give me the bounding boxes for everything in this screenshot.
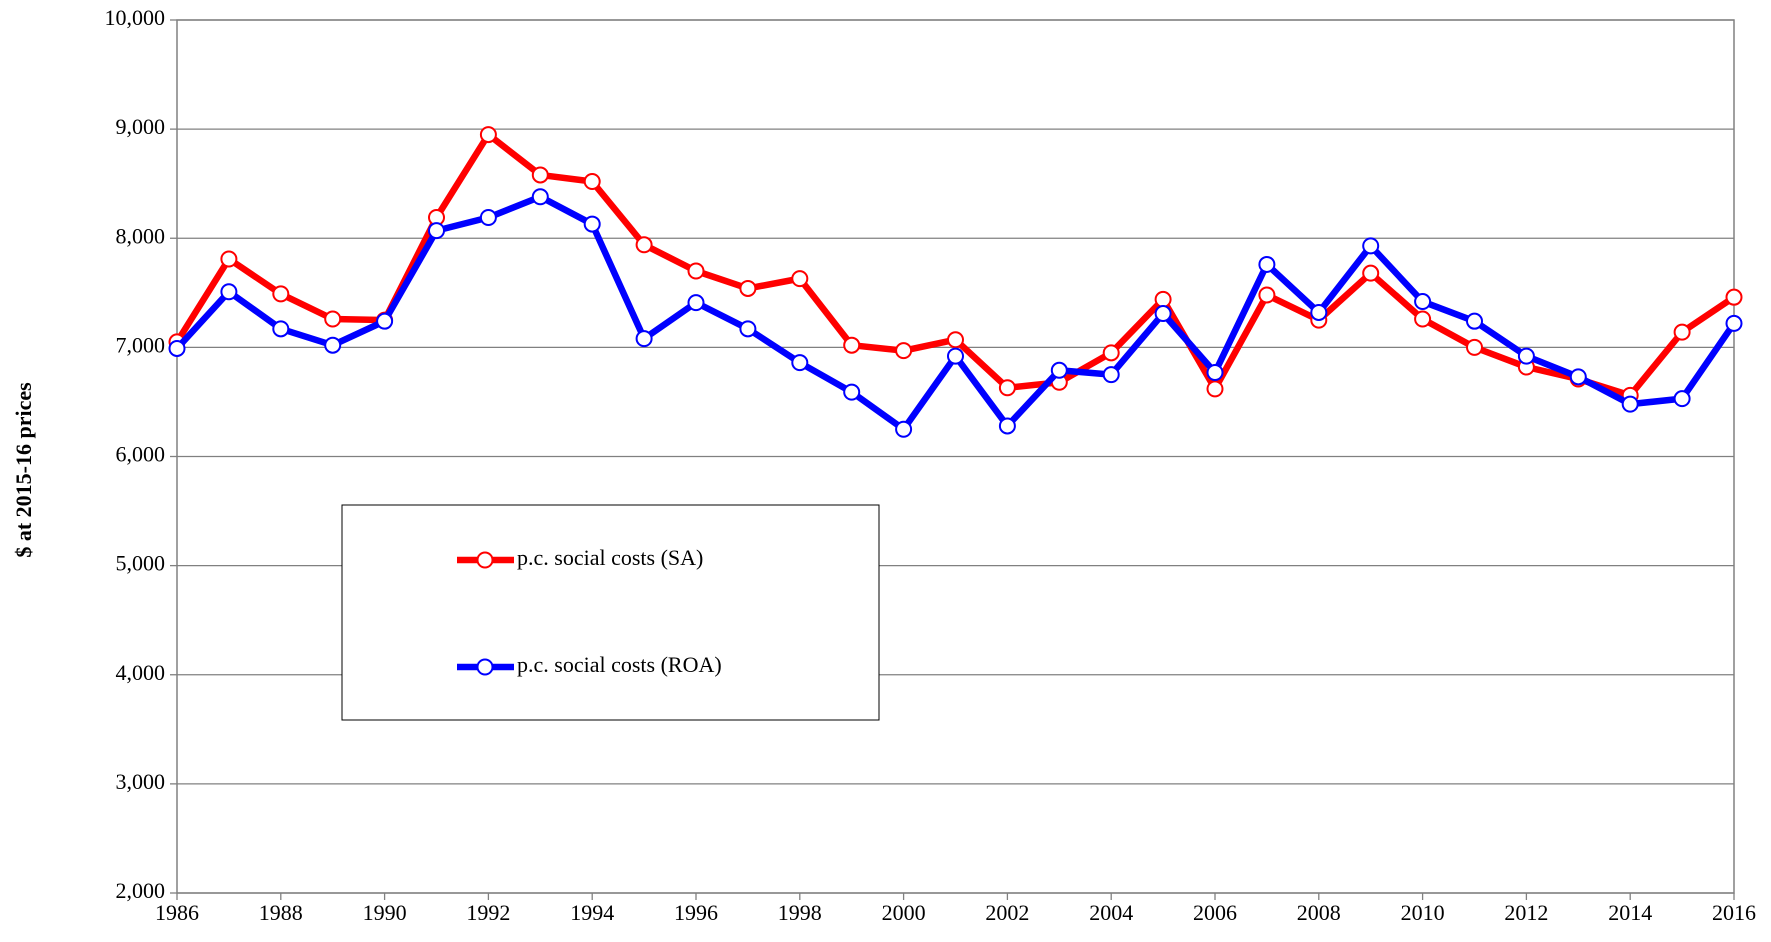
point bbox=[1725, 314, 1743, 332]
point bbox=[843, 336, 861, 354]
point bbox=[687, 262, 705, 280]
x-tick-label: 1998 bbox=[778, 900, 822, 925]
point bbox=[791, 354, 809, 372]
point bbox=[1258, 255, 1276, 273]
x-tick-label: 2000 bbox=[882, 900, 926, 925]
point bbox=[1310, 303, 1328, 321]
point bbox=[1414, 310, 1432, 328]
point bbox=[1206, 363, 1224, 381]
point bbox=[479, 126, 497, 144]
point bbox=[1673, 390, 1691, 408]
legend-label: p.c. social costs (SA) bbox=[517, 545, 703, 570]
y-axis-label: $ at 2015-16 prices bbox=[11, 382, 36, 558]
point bbox=[895, 342, 913, 360]
x-tick-label: 1990 bbox=[363, 900, 407, 925]
point bbox=[272, 320, 290, 338]
y-tick-label: 4,000 bbox=[116, 660, 166, 685]
point bbox=[635, 330, 653, 348]
point bbox=[1466, 312, 1483, 330]
point bbox=[1206, 380, 1224, 398]
point bbox=[1362, 264, 1380, 282]
point bbox=[998, 379, 1016, 397]
y-tick-label: 3,000 bbox=[116, 769, 166, 794]
legend-box bbox=[341, 504, 880, 721]
point bbox=[1102, 344, 1120, 362]
point bbox=[1154, 305, 1172, 323]
y-tick-label: 2,000 bbox=[116, 878, 166, 903]
point bbox=[1569, 368, 1587, 386]
point bbox=[1414, 293, 1432, 311]
point bbox=[947, 331, 964, 349]
point bbox=[1725, 288, 1743, 306]
y-tick-label: 5,000 bbox=[116, 551, 166, 576]
x-tick-label: 2008 bbox=[1297, 900, 1341, 925]
point bbox=[324, 310, 342, 328]
point bbox=[168, 339, 186, 357]
point bbox=[1673, 323, 1691, 341]
point bbox=[687, 294, 705, 312]
point bbox=[1050, 361, 1068, 379]
point bbox=[947, 347, 964, 365]
x-tick-label: 2006 bbox=[1193, 900, 1237, 925]
point bbox=[895, 420, 913, 438]
x-tick-label: 1988 bbox=[259, 900, 303, 925]
point bbox=[220, 283, 238, 301]
point bbox=[531, 188, 549, 206]
x-tick-label: 1994 bbox=[570, 900, 614, 925]
y-tick-label: 6,000 bbox=[116, 442, 166, 467]
x-tick-label: 2010 bbox=[1401, 900, 1445, 925]
point bbox=[376, 312, 394, 330]
point bbox=[1258, 286, 1276, 304]
x-tick-label: 2012 bbox=[1504, 900, 1548, 925]
x-tick-label: 2014 bbox=[1608, 900, 1652, 925]
point bbox=[1154, 290, 1172, 308]
point bbox=[843, 383, 861, 401]
point bbox=[998, 417, 1016, 435]
y-tick-label: 7,000 bbox=[116, 332, 166, 357]
point bbox=[1517, 347, 1535, 365]
point bbox=[583, 173, 601, 191]
point bbox=[220, 250, 238, 268]
x-tick-label: 1996 bbox=[674, 900, 718, 925]
point bbox=[1362, 237, 1380, 255]
x-tick-label: 1992 bbox=[466, 900, 510, 925]
x-tick-label: 2002 bbox=[985, 900, 1029, 925]
point bbox=[1102, 366, 1120, 384]
plot-border bbox=[176, 19, 1735, 894]
series-line bbox=[174, 193, 1737, 433]
point bbox=[739, 320, 757, 338]
y-tick-label: 10,000 bbox=[105, 5, 166, 30]
legend-marker bbox=[476, 658, 494, 676]
point bbox=[479, 209, 497, 227]
y-tick-label: 9,000 bbox=[116, 114, 166, 139]
point bbox=[1466, 338, 1483, 356]
x-tick-label: 2016 bbox=[1712, 900, 1756, 925]
point bbox=[635, 236, 653, 254]
point bbox=[324, 336, 342, 354]
point bbox=[272, 285, 290, 303]
legend-marker bbox=[476, 551, 494, 569]
point bbox=[1621, 395, 1639, 413]
point bbox=[791, 270, 809, 288]
point bbox=[531, 166, 549, 184]
x-tick-label: 1986 bbox=[155, 900, 199, 925]
point bbox=[739, 279, 757, 297]
legend-label: p.c. social costs (ROA) bbox=[517, 652, 722, 677]
y-tick-label: 8,000 bbox=[116, 223, 166, 248]
point bbox=[583, 215, 601, 233]
point bbox=[428, 222, 445, 240]
x-tick-label: 2004 bbox=[1089, 900, 1133, 925]
